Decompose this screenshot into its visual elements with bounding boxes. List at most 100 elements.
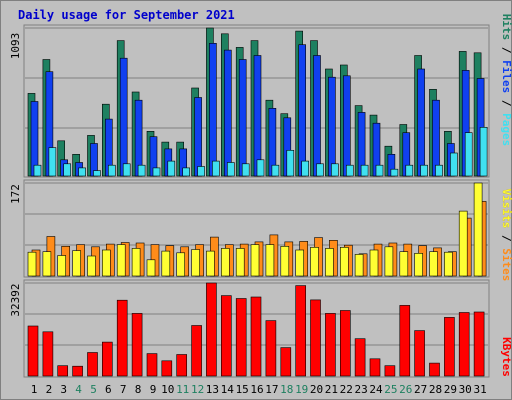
sites-bar <box>339 247 349 277</box>
pages-bar <box>227 162 235 177</box>
sites-bar <box>116 244 126 277</box>
pages-bar <box>122 163 131 177</box>
pages-bar <box>256 159 265 177</box>
day-label: 20 <box>310 383 323 396</box>
day-label: 24 <box>369 383 383 396</box>
day-label: 22 <box>340 383 353 396</box>
pages-bar <box>345 164 354 177</box>
bars <box>27 27 488 377</box>
chart-title: Daily usage for September 2021 <box>18 8 235 22</box>
pages-bar <box>450 152 458 177</box>
kbytes-bar <box>325 313 336 377</box>
pages-bar <box>301 160 310 177</box>
kbytes-bar <box>444 317 455 377</box>
day-label: 5 <box>90 383 97 396</box>
legend-separator: / <box>500 40 512 60</box>
day-label: 18 <box>280 383 293 396</box>
kbytes-bar <box>42 331 54 377</box>
pages-bar <box>78 167 86 177</box>
files-bar <box>328 76 336 177</box>
kbytes-bar <box>131 313 143 377</box>
pages-bar <box>435 164 443 177</box>
files-bar <box>253 55 262 177</box>
kbytes-bar <box>191 325 202 377</box>
kbytes-bar <box>27 325 39 377</box>
pages-bar <box>420 164 428 177</box>
pages-bar <box>63 163 72 177</box>
sites-bar <box>280 246 290 277</box>
sites-bar <box>473 182 483 277</box>
day-label: 25 <box>384 383 397 396</box>
day-label: 7 <box>120 383 127 396</box>
kbytes-bar <box>57 365 69 377</box>
pages-bar <box>137 164 146 177</box>
day-label: 1 <box>31 383 38 396</box>
kbytes-bar <box>310 299 321 377</box>
pages-bar <box>405 164 414 177</box>
kbytes-bar <box>176 354 187 377</box>
day-label: 16 <box>250 383 263 396</box>
files-bar <box>30 101 39 177</box>
day-labels: 1 2 3 4 5 6 7 8 9 10 11 12 13 14 15 16 17 18 19 20 21 22 23 24 2… <box>31 383 487 396</box>
pages-bar <box>152 167 161 177</box>
day-label: 27 <box>414 383 427 396</box>
kbytes-bar <box>473 311 485 377</box>
pages-bar <box>48 147 57 177</box>
day-label: 28 <box>429 383 442 396</box>
pages-bar <box>197 166 205 177</box>
kbytes-bar <box>250 296 262 377</box>
day-label: 2 <box>46 383 53 396</box>
day-label: 26 <box>399 383 412 396</box>
files-bar <box>342 75 351 177</box>
kbytes-bar <box>221 295 232 377</box>
kbytes-bar <box>414 330 425 377</box>
sites-bar <box>354 254 364 277</box>
sites-bar <box>235 248 245 277</box>
pages-bar <box>316 163 324 177</box>
legend-pages: Pages <box>500 113 512 146</box>
kbytes-bar <box>339 310 351 377</box>
kbytes-bar <box>399 305 411 377</box>
pages-bar <box>33 164 42 177</box>
sites-bar <box>429 251 438 277</box>
kbytes-bar <box>161 360 173 377</box>
files-bar <box>298 44 307 177</box>
pages-bar <box>182 167 190 177</box>
legend-separator: / <box>500 93 512 113</box>
legend-kbytes: KBytes <box>500 337 512 377</box>
legend-sites: Sites <box>500 248 512 281</box>
day-label: 8 <box>135 383 142 396</box>
kbytes-bar <box>206 282 217 377</box>
usage-y-max-label: 1093 <box>9 33 22 60</box>
sites-bar <box>87 255 96 277</box>
legend-separator: / <box>500 228 512 248</box>
kbytes-bar <box>72 365 83 377</box>
day-label: 14 <box>221 383 235 396</box>
kbytes-bar <box>116 299 128 377</box>
day-label: 17 <box>265 383 278 396</box>
sites-bar <box>295 249 305 277</box>
kbytes-bar <box>458 312 470 377</box>
sites-bar <box>444 251 453 277</box>
sites-bar <box>102 249 111 277</box>
pages-bar <box>212 160 220 177</box>
sites-bar <box>57 255 67 277</box>
pages-bar <box>271 164 280 177</box>
day-label: 30 <box>459 383 472 396</box>
day-label: 19 <box>295 383 308 396</box>
files-bar <box>119 57 128 177</box>
sites-bar <box>399 251 409 277</box>
sites-bar <box>458 210 468 277</box>
day-label: 23 <box>354 383 367 396</box>
kbytes-bar <box>265 320 277 377</box>
sites-bar <box>146 259 156 277</box>
sites-bar <box>310 247 319 277</box>
pages-bar <box>479 127 488 177</box>
pages-bar <box>286 150 295 177</box>
kbytes-bar <box>235 298 247 377</box>
pages-bar <box>360 164 369 177</box>
sites-bar <box>221 248 230 277</box>
sites-bar <box>191 249 200 277</box>
sites-bar <box>384 246 394 277</box>
